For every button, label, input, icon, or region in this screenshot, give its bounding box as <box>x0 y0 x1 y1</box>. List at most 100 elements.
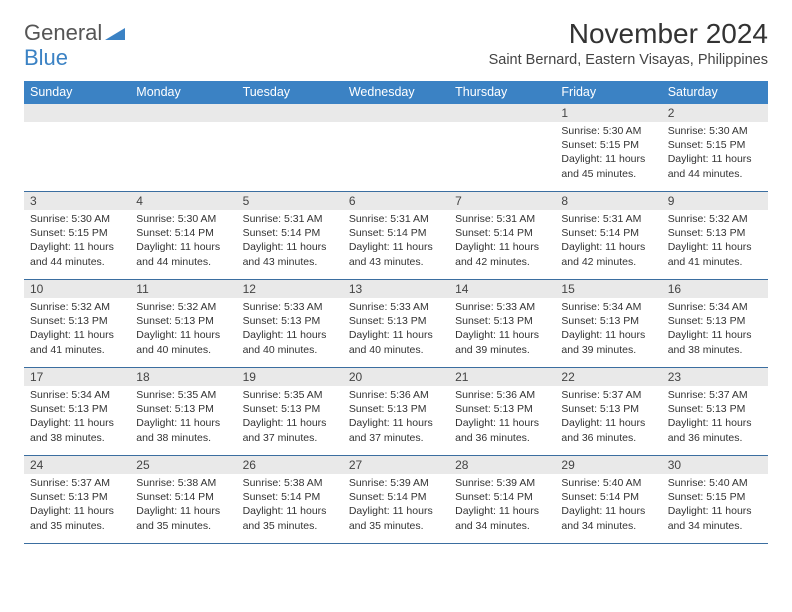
day-cell: 6Sunrise: 5:31 AMSunset: 5:14 PMDaylight… <box>343 192 449 280</box>
day-cell: 5Sunrise: 5:31 AMSunset: 5:14 PMDaylight… <box>237 192 343 280</box>
day-details: Sunrise: 5:33 AMSunset: 5:13 PMDaylight:… <box>343 298 449 361</box>
day-details: Sunrise: 5:30 AMSunset: 5:15 PMDaylight:… <box>24 210 130 273</box>
day-number: 7 <box>449 192 555 210</box>
day-cell: 16Sunrise: 5:34 AMSunset: 5:13 PMDayligh… <box>662 280 768 368</box>
day-number: 28 <box>449 456 555 474</box>
sunset-text: Sunset: 5:15 PM <box>668 490 762 504</box>
day-number: 15 <box>555 280 661 298</box>
day-number: 11 <box>130 280 236 298</box>
day-cell: 25Sunrise: 5:38 AMSunset: 5:14 PMDayligh… <box>130 456 236 544</box>
sunrise-text: Sunrise: 5:40 AM <box>561 476 655 490</box>
daylight-text: Daylight: 11 hours and 36 minutes. <box>561 416 655 444</box>
day-cell <box>237 104 343 192</box>
daylight-text: Daylight: 11 hours and 44 minutes. <box>30 240 124 268</box>
daylight-text: Daylight: 11 hours and 40 minutes. <box>349 328 443 356</box>
day-details: Sunrise: 5:37 AMSunset: 5:13 PMDaylight:… <box>24 474 130 537</box>
sunset-text: Sunset: 5:13 PM <box>455 402 549 416</box>
day-number: 12 <box>237 280 343 298</box>
weekday-header: Saturday <box>662 81 768 104</box>
day-number: 10 <box>24 280 130 298</box>
weekday-header: Monday <box>130 81 236 104</box>
sunset-text: Sunset: 5:13 PM <box>349 314 443 328</box>
logo-text-block: General Blue <box>24 22 125 71</box>
sunrise-text: Sunrise: 5:30 AM <box>136 212 230 226</box>
day-number: 21 <box>449 368 555 386</box>
daylight-text: Daylight: 11 hours and 43 minutes. <box>243 240 337 268</box>
sunrise-text: Sunrise: 5:35 AM <box>243 388 337 402</box>
daylight-text: Daylight: 11 hours and 44 minutes. <box>136 240 230 268</box>
day-cell: 23Sunrise: 5:37 AMSunset: 5:13 PMDayligh… <box>662 368 768 456</box>
daylight-text: Daylight: 11 hours and 37 minutes. <box>349 416 443 444</box>
empty-day <box>449 104 555 122</box>
daylight-text: Daylight: 11 hours and 36 minutes. <box>668 416 762 444</box>
day-cell: 15Sunrise: 5:34 AMSunset: 5:13 PMDayligh… <box>555 280 661 368</box>
sunrise-text: Sunrise: 5:30 AM <box>561 124 655 138</box>
day-number: 6 <box>343 192 449 210</box>
day-cell: 30Sunrise: 5:40 AMSunset: 5:15 PMDayligh… <box>662 456 768 544</box>
day-number: 30 <box>662 456 768 474</box>
sunrise-text: Sunrise: 5:32 AM <box>30 300 124 314</box>
sunset-text: Sunset: 5:14 PM <box>136 226 230 240</box>
sunrise-text: Sunrise: 5:30 AM <box>30 212 124 226</box>
day-details: Sunrise: 5:39 AMSunset: 5:14 PMDaylight:… <box>449 474 555 537</box>
day-number: 20 <box>343 368 449 386</box>
day-cell: 26 Sunrise: 5:38 AMSunset: 5:14 PMDayligh… <box>237 456 343 544</box>
daylight-text: Daylight: 11 hours and 36 minutes. <box>455 416 549 444</box>
sunset-text: Sunset: 5:13 PM <box>668 314 762 328</box>
day-details: Sunrise: 5:38 AMSunset: 5:14 PMDaylight:… <box>130 474 236 537</box>
day-details: Sunrise: 5:30 AMSunset: 5:14 PMDaylight:… <box>130 210 236 273</box>
sunrise-text: Sunrise: 5:37 AM <box>30 476 124 490</box>
sunrise-text: Sunrise: 5:31 AM <box>455 212 549 226</box>
sunset-text: Sunset: 5:13 PM <box>243 314 337 328</box>
day-number: 3 <box>24 192 130 210</box>
day-number: 1 <box>555 104 661 122</box>
day-number: 17 <box>24 368 130 386</box>
daylight-text: Daylight: 11 hours and 44 minutes. <box>668 152 762 180</box>
daylight-text: Daylight: 11 hours and 43 minutes. <box>349 240 443 268</box>
day-cell <box>449 104 555 192</box>
title-block: November 2024 Saint Bernard, Eastern Vis… <box>489 18 768 68</box>
calendar-body: 1Sunrise: 5:30 AMSunset: 5:15 PMDaylight… <box>24 104 768 544</box>
day-number: 4 <box>130 192 236 210</box>
daylight-text: Daylight: 11 hours and 38 minutes. <box>30 416 124 444</box>
day-details: Sunrise: 5:37 AMSunset: 5:13 PMDaylight:… <box>662 386 768 449</box>
sunset-text: Sunset: 5:14 PM <box>561 226 655 240</box>
sunset-text: Sunset: 5:13 PM <box>455 314 549 328</box>
day-details: Sunrise: 5:32 AMSunset: 5:13 PMDaylight:… <box>130 298 236 361</box>
day-number: 26 <box>237 456 343 474</box>
sunset-text: Sunset: 5:14 PM <box>136 490 230 504</box>
day-cell: 14Sunrise: 5:33 AMSunset: 5:13 PMDayligh… <box>449 280 555 368</box>
sunset-text: Sunset: 5:15 PM <box>561 138 655 152</box>
sunset-text: Sunset: 5:13 PM <box>30 490 124 504</box>
sunrise-text: Sunrise: 5:32 AM <box>668 212 762 226</box>
day-details: Sunrise: 5:31 AMSunset: 5:14 PMDaylight:… <box>237 210 343 273</box>
daylight-text: Daylight: 11 hours and 35 minutes. <box>349 504 443 532</box>
daylight-text: Daylight: 11 hours and 34 minutes. <box>668 504 762 532</box>
day-cell: 12Sunrise: 5:33 AMSunset: 5:13 PMDayligh… <box>237 280 343 368</box>
day-cell: 7Sunrise: 5:31 AMSunset: 5:14 PMDaylight… <box>449 192 555 280</box>
day-number: 18 <box>130 368 236 386</box>
sunrise-text: Sunrise: 5:38 AM <box>243 476 337 490</box>
day-details: Sunrise: 5:35 AMSunset: 5:13 PMDaylight:… <box>130 386 236 449</box>
day-number: 9 <box>662 192 768 210</box>
daylight-text: Daylight: 11 hours and 35 minutes. <box>243 504 337 532</box>
day-number: 13 <box>343 280 449 298</box>
day-cell <box>343 104 449 192</box>
daylight-text: Daylight: 11 hours and 42 minutes. <box>561 240 655 268</box>
calendar-page: General Blue November 2024 Saint Bernard… <box>0 0 792 554</box>
day-details: Sunrise: 5:40 AMSunset: 5:14 PMDaylight:… <box>555 474 661 537</box>
daylight-text: Daylight: 11 hours and 39 minutes. <box>455 328 549 356</box>
day-number: 2 <box>662 104 768 122</box>
daylight-text: Daylight: 11 hours and 38 minutes. <box>668 328 762 356</box>
day-number: 19 <box>237 368 343 386</box>
page-header: General Blue November 2024 Saint Bernard… <box>24 18 768 71</box>
sunrise-text: Sunrise: 5:36 AM <box>455 388 549 402</box>
daylight-text: Daylight: 11 hours and 39 minutes. <box>561 328 655 356</box>
daylight-text: Daylight: 11 hours and 41 minutes. <box>668 240 762 268</box>
sunset-text: Sunset: 5:15 PM <box>30 226 124 240</box>
sunset-text: Sunset: 5:13 PM <box>136 402 230 416</box>
sunset-text: Sunset: 5:14 PM <box>243 490 337 504</box>
daylight-text: Daylight: 11 hours and 45 minutes. <box>561 152 655 180</box>
sunrise-text: Sunrise: 5:39 AM <box>349 476 443 490</box>
calendar-table: Sunday Monday Tuesday Wednesday Thursday… <box>24 81 768 544</box>
